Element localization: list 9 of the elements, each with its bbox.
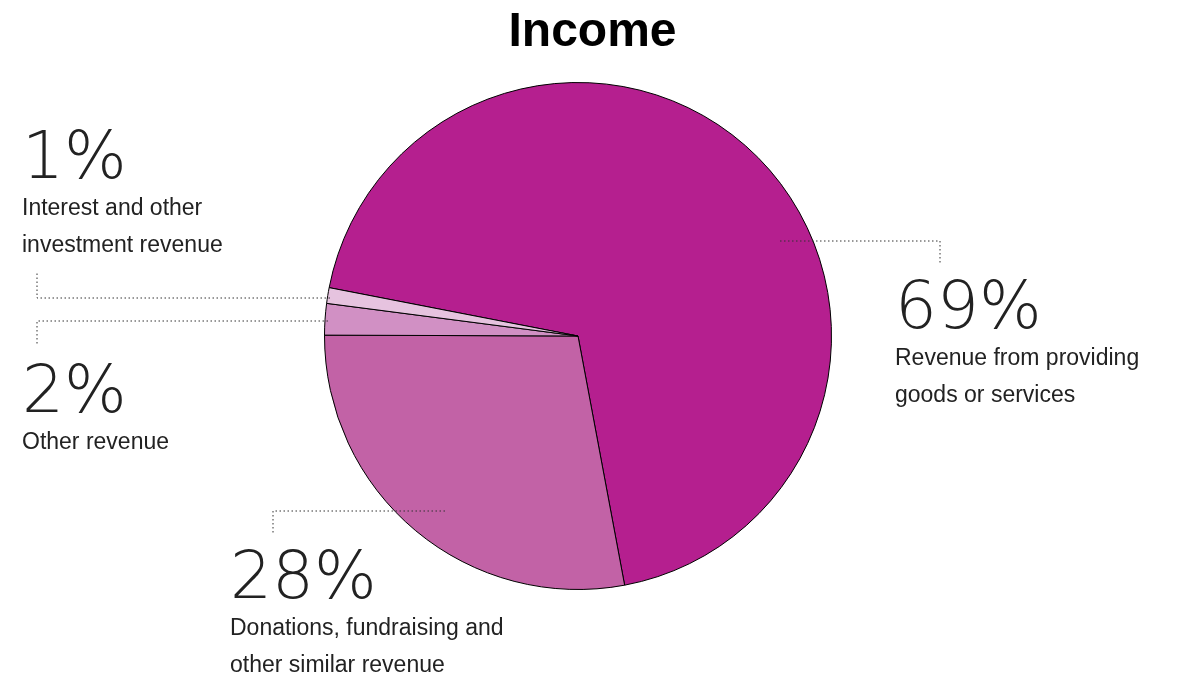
data-label: 69% [895, 267, 1042, 344]
slice-label: Other revenue [22, 428, 170, 454]
slice-label: Revenue from providing goods or services [895, 344, 1140, 407]
data-label: 28% [230, 537, 377, 614]
data-label: 1% [22, 117, 127, 194]
slice-label: Donations, fundraising and other similar revenue [230, 614, 504, 677]
chart-title: Income [507, 2, 678, 57]
data-label: 2% [22, 351, 127, 428]
slice-label: Interest and other investment revenue [22, 194, 223, 257]
